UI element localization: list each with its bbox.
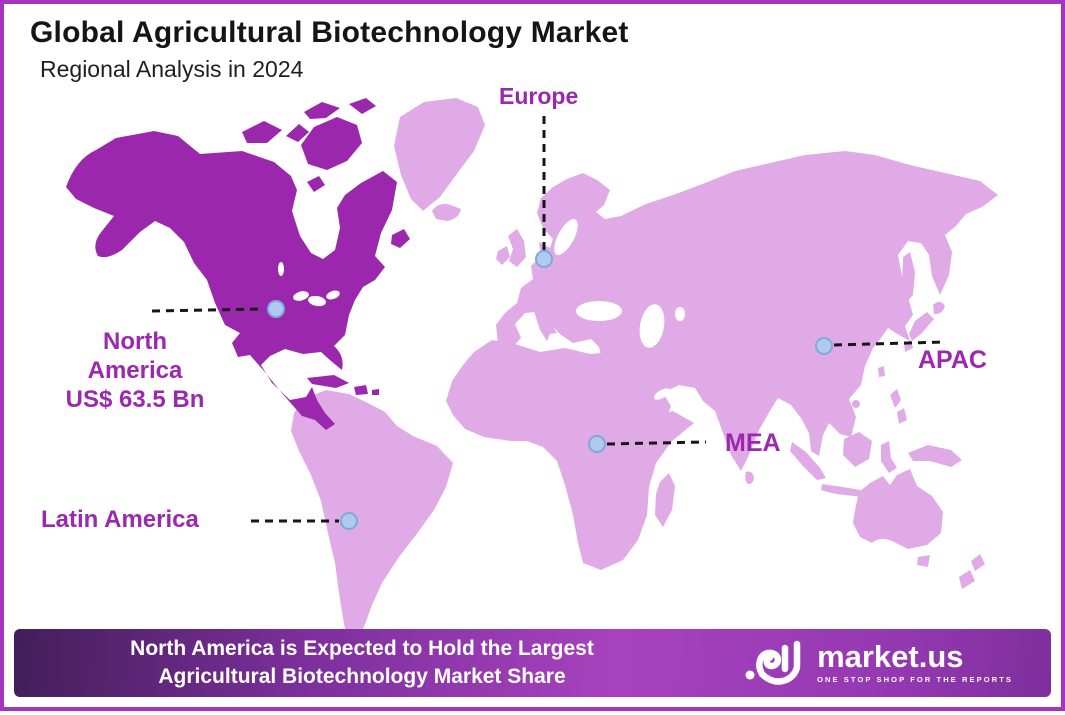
latin-america-marker — [340, 512, 358, 530]
banner-line2: Agricultural Biotechnology Market Share — [158, 665, 566, 688]
apac-label: APAC — [918, 346, 987, 374]
sulawesi-shape — [881, 441, 897, 473]
north-america-label: North America US$ 63.5 Bn — [39, 327, 231, 414]
north-america-label-line1: North — [103, 328, 167, 355]
apac-marker — [815, 337, 833, 355]
great-lake-1 — [293, 291, 309, 301]
header: Global Agricultural Biotechnology Market… — [30, 16, 629, 82]
sakhalin-shape — [902, 252, 915, 303]
japan-honshu-shape — [909, 312, 934, 341]
iceland-shape — [432, 203, 461, 221]
world-map — [66, 98, 998, 637]
australia-shape — [853, 469, 943, 549]
taiwan-shape — [878, 366, 885, 377]
hainan-shape — [852, 400, 860, 408]
sri-lanka-shape — [745, 471, 754, 484]
newfoundland-shape — [391, 229, 410, 248]
north-america-main-shape — [66, 131, 397, 430]
new-guinea-shape — [908, 445, 962, 467]
hispaniola-shape — [354, 385, 368, 395]
marketus-logo: market.us ONE STOP SHOP FOR THE REPORTS — [743, 636, 1013, 690]
banner-text: North America is Expected to Hold the La… — [62, 635, 662, 691]
page-subtitle: Regional Analysis in 2024 — [40, 56, 304, 82]
borneo-shape — [843, 432, 872, 467]
mea-label: MEA — [725, 429, 781, 457]
north-america-marker — [267, 300, 285, 318]
persian-gulf — [653, 388, 671, 400]
marketus-logo-name: market.us — [817, 639, 964, 674]
cuba-shape — [307, 375, 349, 388]
great-lake-2 — [308, 295, 326, 307]
north-america-value: US$ 63.5 Bn — [65, 386, 205, 413]
footer-banner: North America is Expected to Hold the La… — [14, 629, 1051, 697]
apac-leader-line — [833, 340, 945, 347]
mea-marker — [588, 435, 606, 453]
nz-south-shape — [959, 570, 975, 589]
lake-winnipeg — [278, 262, 284, 276]
philippines-shape — [890, 389, 901, 408]
great-lake-3 — [326, 290, 340, 300]
marketus-logo-text: market.us ONE STOP SHOP FOR THE REPORTS — [817, 639, 1013, 684]
arctic-island-1 — [242, 121, 282, 143]
southampton-island-shape — [307, 176, 325, 192]
europe-marker — [535, 250, 553, 268]
leader-lines — [151, 116, 945, 523]
light-regions — [291, 98, 998, 637]
puerto-rico-shape — [372, 389, 379, 395]
north-america-region — [66, 98, 410, 430]
philippines-south-shape — [897, 408, 907, 424]
arctic-island-2 — [286, 124, 309, 142]
banner-line1: North America is Expected to Hold the La… — [130, 637, 594, 660]
africa-shape — [446, 340, 694, 570]
page-title: Global Agricultural Biotechnology Market — [30, 16, 629, 49]
baltic-sea — [554, 218, 578, 256]
aral-sea — [675, 307, 685, 321]
caspian-sea — [639, 304, 665, 348]
north-america-label-line2: America — [87, 357, 183, 384]
water-cutouts — [278, 218, 685, 400]
europe-label: Europe — [499, 83, 579, 109]
madagascar-shape — [655, 473, 675, 527]
north-america-leader-line — [151, 307, 265, 313]
marketus-logo-icon — [745, 640, 801, 685]
uk-shape — [508, 229, 526, 267]
sumatra-shape — [790, 442, 826, 480]
markers — [267, 250, 833, 530]
tasmania-shape — [917, 555, 930, 567]
black-sea — [576, 301, 622, 321]
java-shape — [821, 484, 865, 497]
baffin-island-shape — [301, 117, 362, 170]
nz-north-shape — [971, 554, 985, 571]
south-america-shape — [291, 390, 453, 637]
mea-leader-line — [606, 440, 707, 446]
ellesmere-island-shape — [304, 102, 340, 119]
marketus-logo-tagline: ONE STOP SHOP FOR THE REPORTS — [817, 675, 1013, 684]
greenland-shape — [394, 98, 485, 211]
japan-hokkaido-shape — [933, 301, 945, 315]
arctic-island-3 — [349, 98, 376, 114]
latin-america-label: Latin America — [41, 506, 199, 533]
ireland-shape — [496, 246, 510, 265]
